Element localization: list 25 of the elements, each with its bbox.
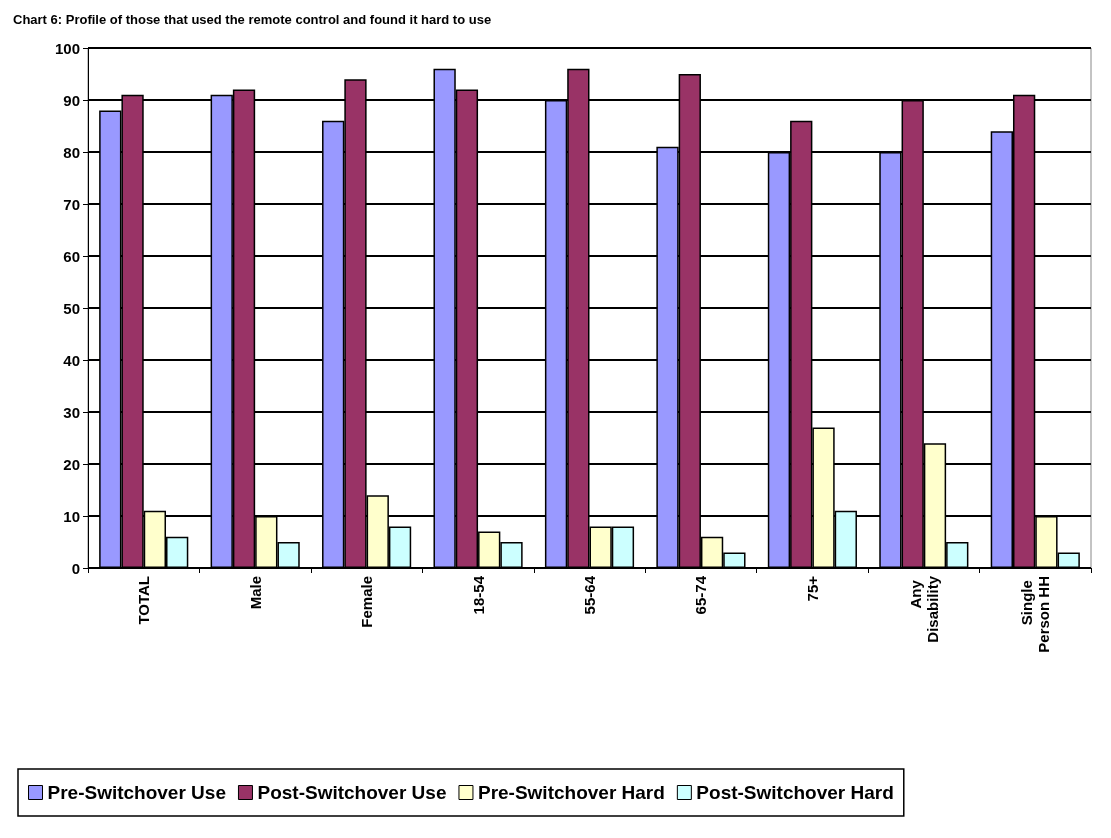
y-tick-label: 0 [71,559,80,577]
x-tick-label: 75+ [803,575,821,602]
chart-title: Chart 6: Profile of those that used the remote control and found it hard to use [13,12,492,27]
y-tick-label: 70 [63,195,80,213]
y-tick-label: 20 [63,455,80,473]
x-tick-label: TOTAL [135,576,153,625]
x-tick-label: Female [358,576,376,628]
x-tick-label: 18-54 [469,575,487,615]
y-tick-label: 10 [63,507,80,525]
y-tick-label: 50 [63,299,80,317]
x-tick-label: Single Person HH [1018,576,1053,653]
x-tick-label: Male [246,576,264,610]
x-tick-label: 55-64 [581,575,598,615]
legend-label: Pre-Switchover Hard [477,782,665,803]
legend-label: Post-Switchover Hard [696,782,894,803]
y-tick-label: 100 [54,39,80,57]
x-tick-label: 65-74 [692,575,710,615]
y-tick-label: 60 [63,247,80,265]
legend-label: Post-Switchover Use [257,782,447,803]
y-tick-label: 90 [63,91,80,109]
y-tick-label: 30 [63,403,80,421]
legend-label: Pre-Switchover Use [47,782,226,803]
y-tick-label: 40 [63,351,80,369]
x-tick-label: Any Disability [906,575,941,643]
y-tick-label: 80 [63,143,80,161]
